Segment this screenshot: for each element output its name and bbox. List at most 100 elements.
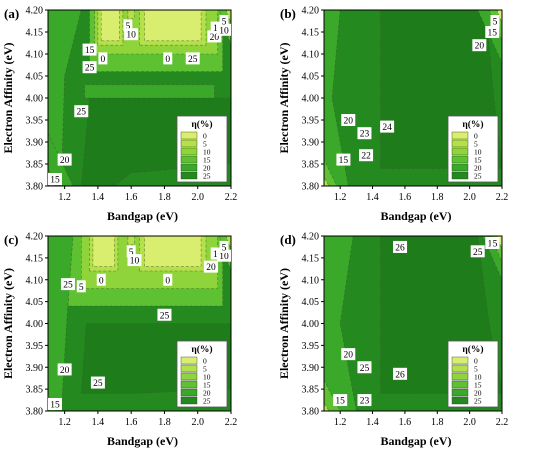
x-tick-label: 1.4 xyxy=(92,192,105,203)
contour-label-bg xyxy=(57,363,72,376)
contour-label-bg xyxy=(393,240,408,253)
x-tick-label: 2.2 xyxy=(225,192,238,203)
contour-label: 23 xyxy=(360,397,370,407)
contour-region xyxy=(127,236,135,246)
legend-entry: 15 xyxy=(203,156,211,165)
chart-panel-1: (a) 1.2 1.4 1.6 1.8 2.0 2.2 3.80 3.85 3.90 3.95 4.0… xyxy=(1,6,237,224)
y-tick-label: 4.05 xyxy=(302,297,320,308)
panel-label: (c) xyxy=(4,232,18,247)
legend-entry: 0 xyxy=(474,357,478,366)
contour-label-bg xyxy=(341,114,356,126)
contour-label: 22 xyxy=(361,152,371,162)
contour-region xyxy=(496,10,502,24)
contour-label-bg xyxy=(336,153,351,166)
legend-swatch xyxy=(451,139,469,148)
legend-swatch xyxy=(180,388,198,397)
legend-entry: 15 xyxy=(474,156,482,165)
contour-label: 15 xyxy=(339,156,349,166)
contour-label-bg xyxy=(98,52,108,65)
contour-label: 10 xyxy=(219,252,229,262)
x-tick-label: 2.0 xyxy=(463,417,476,428)
panel-label: (d) xyxy=(280,232,296,247)
y-tick-label: 3.90 xyxy=(26,363,44,374)
legend-entry: 10 xyxy=(474,373,482,382)
y-tick-label: 3.90 xyxy=(302,138,320,149)
legend-swatch xyxy=(451,396,469,405)
y-tick-label: 4.00 xyxy=(302,94,320,105)
contour-label: 0 xyxy=(165,55,170,65)
contour-label-bg xyxy=(96,273,106,286)
contour-label: 5 xyxy=(79,283,84,293)
legend-swatch xyxy=(180,356,198,365)
y-tick-label: 4.15 xyxy=(26,28,44,39)
chart-panel-3: (c) 1.2 1.4 1.6 1.8 2.0 2.2 3.80 3.85 3.90 3.95 4.0… xyxy=(1,232,237,449)
y-axis-label: Electron Affinity (eV) xyxy=(1,42,15,153)
x-tick-label: 2.2 xyxy=(496,192,509,203)
contour-label: 5 xyxy=(222,243,227,253)
x-axis-label: Bandgap (eV) xyxy=(107,209,178,223)
legend-title: η(%) xyxy=(191,119,212,130)
y-tick-label: 4.20 xyxy=(302,232,320,243)
legend-swatch xyxy=(180,372,198,381)
contour-label: 10 xyxy=(126,31,136,41)
y-axis-label: Electron Affinity (eV) xyxy=(1,268,15,379)
legend-swatch xyxy=(451,155,469,164)
y-tick-label: 4.20 xyxy=(26,6,44,17)
legend-swatch xyxy=(451,147,469,156)
x-tick-label: 1.4 xyxy=(92,417,105,428)
contour-label-bg xyxy=(123,19,133,32)
y-tick-label: 4.15 xyxy=(302,28,320,39)
x-tick-label: 1.2 xyxy=(334,192,347,203)
x-tick-label: 1.2 xyxy=(58,417,71,428)
contour-label: 10 xyxy=(130,257,140,267)
contour-region xyxy=(144,10,202,42)
legend-title: η(%) xyxy=(191,344,212,355)
x-tick-label: 1.6 xyxy=(125,417,138,428)
contour-label-bg xyxy=(490,237,500,249)
legend-swatch xyxy=(180,396,198,405)
y-tick-label: 4.00 xyxy=(302,319,320,330)
contour-label-bg xyxy=(470,245,485,258)
legend-swatch xyxy=(180,380,198,389)
contour-label: 25 xyxy=(77,108,87,118)
contour-label-bg xyxy=(74,105,89,118)
contour-region xyxy=(92,236,115,267)
contour-label: 25 xyxy=(160,311,170,321)
contour-label-bg xyxy=(124,28,139,41)
legend-title: η(%) xyxy=(462,119,483,130)
y-tick-label: 4.00 xyxy=(26,94,44,105)
contour-label-bg xyxy=(380,120,395,133)
legend-entry: 25 xyxy=(474,172,482,181)
chart-panel-2: (b) 1.2 1.4 1.6 1.8 2.0 2.2 3.80 3.85 3.90 3.95 4.0… xyxy=(277,6,508,224)
legend-entry: 15 xyxy=(203,381,211,390)
y-axis-label: Electron Affinity (eV) xyxy=(277,42,291,153)
contour-label-bg xyxy=(485,26,500,38)
chart-panel-4: (d) 1.2 1.4 1.6 1.8 2.0 2.2 3.80 3.85 3.90 3.95 4.0… xyxy=(277,232,508,449)
legend-entry: 20 xyxy=(474,164,482,173)
panel-label: (a) xyxy=(4,6,19,21)
y-tick-label: 3.85 xyxy=(26,160,44,171)
contour-label: 15 xyxy=(335,397,345,407)
contour-label: 5 xyxy=(125,22,130,32)
x-tick-label: 1.6 xyxy=(125,192,138,203)
legend-swatch xyxy=(451,372,469,381)
contour-label: 15 xyxy=(488,29,498,39)
y-axis-label: Electron Affinity (eV) xyxy=(277,268,291,379)
x-tick-label: 1.6 xyxy=(399,417,412,428)
legend-entry: 0 xyxy=(474,132,478,141)
contour-label: 15 xyxy=(85,46,95,56)
legend-swatch xyxy=(451,163,469,172)
x-tick-label: 2.2 xyxy=(225,417,238,428)
contour-label: 5 xyxy=(493,240,498,250)
contour-label-bg xyxy=(90,376,105,389)
y-tick-label: 4.00 xyxy=(26,319,44,330)
contour-label-bg xyxy=(48,398,62,410)
x-tick-label: 1.2 xyxy=(58,192,71,203)
contour-label: 26 xyxy=(395,370,405,380)
contour-label-bg xyxy=(490,15,500,27)
legend-swatch xyxy=(451,171,469,180)
contour-label-bg xyxy=(185,52,200,65)
legend-entry: 25 xyxy=(203,172,211,181)
contour-region xyxy=(324,159,338,186)
